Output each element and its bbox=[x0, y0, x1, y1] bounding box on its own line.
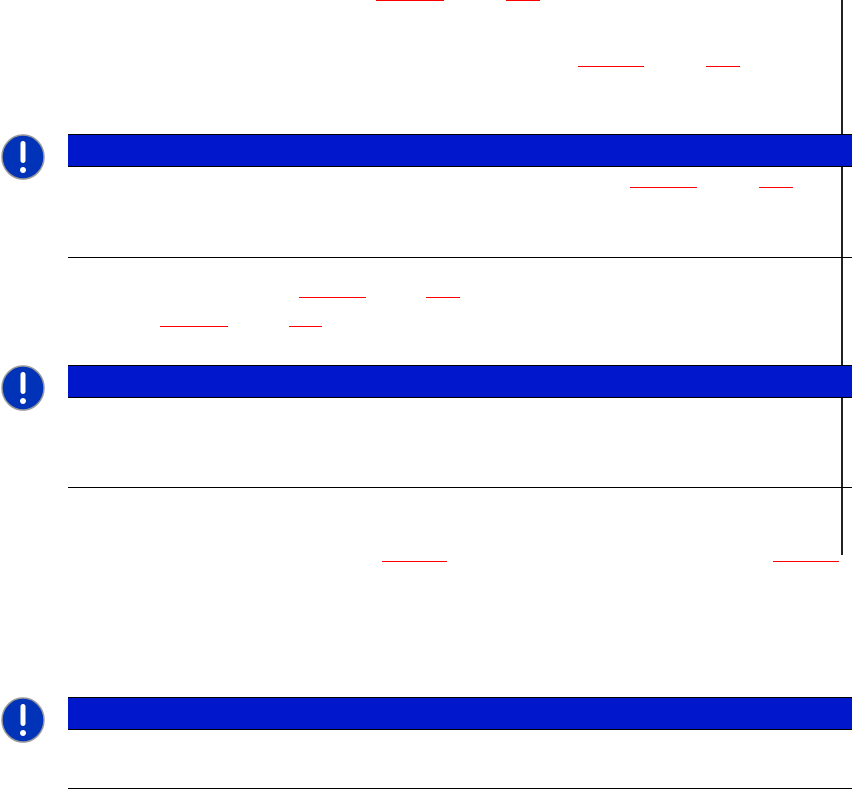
notice-header-bar bbox=[68, 134, 852, 167]
link-underline[interactable] bbox=[426, 297, 460, 298]
link-underline[interactable] bbox=[506, 0, 540, 1]
notice-bottom-rule bbox=[68, 257, 852, 258]
link-underline[interactable] bbox=[376, 0, 444, 1]
link-underline[interactable] bbox=[299, 297, 366, 298]
link-underline[interactable] bbox=[630, 187, 697, 188]
notice-bottom-rule bbox=[68, 487, 852, 488]
notice-header-bar bbox=[68, 365, 852, 398]
exclamation-icon bbox=[1, 697, 45, 743]
change-bar bbox=[841, 0, 843, 555]
notice-header-bar bbox=[68, 697, 852, 730]
link-underline[interactable] bbox=[706, 66, 740, 67]
exclamation-icon bbox=[1, 134, 45, 180]
link-underline[interactable] bbox=[289, 326, 322, 327]
link-underline[interactable] bbox=[759, 187, 793, 188]
link-underline[interactable] bbox=[382, 561, 447, 562]
link-underline[interactable] bbox=[578, 66, 644, 67]
notice-bottom-rule bbox=[68, 788, 852, 789]
link-underline[interactable] bbox=[773, 561, 839, 562]
link-underline[interactable] bbox=[160, 326, 228, 327]
exclamation-icon bbox=[1, 365, 45, 411]
